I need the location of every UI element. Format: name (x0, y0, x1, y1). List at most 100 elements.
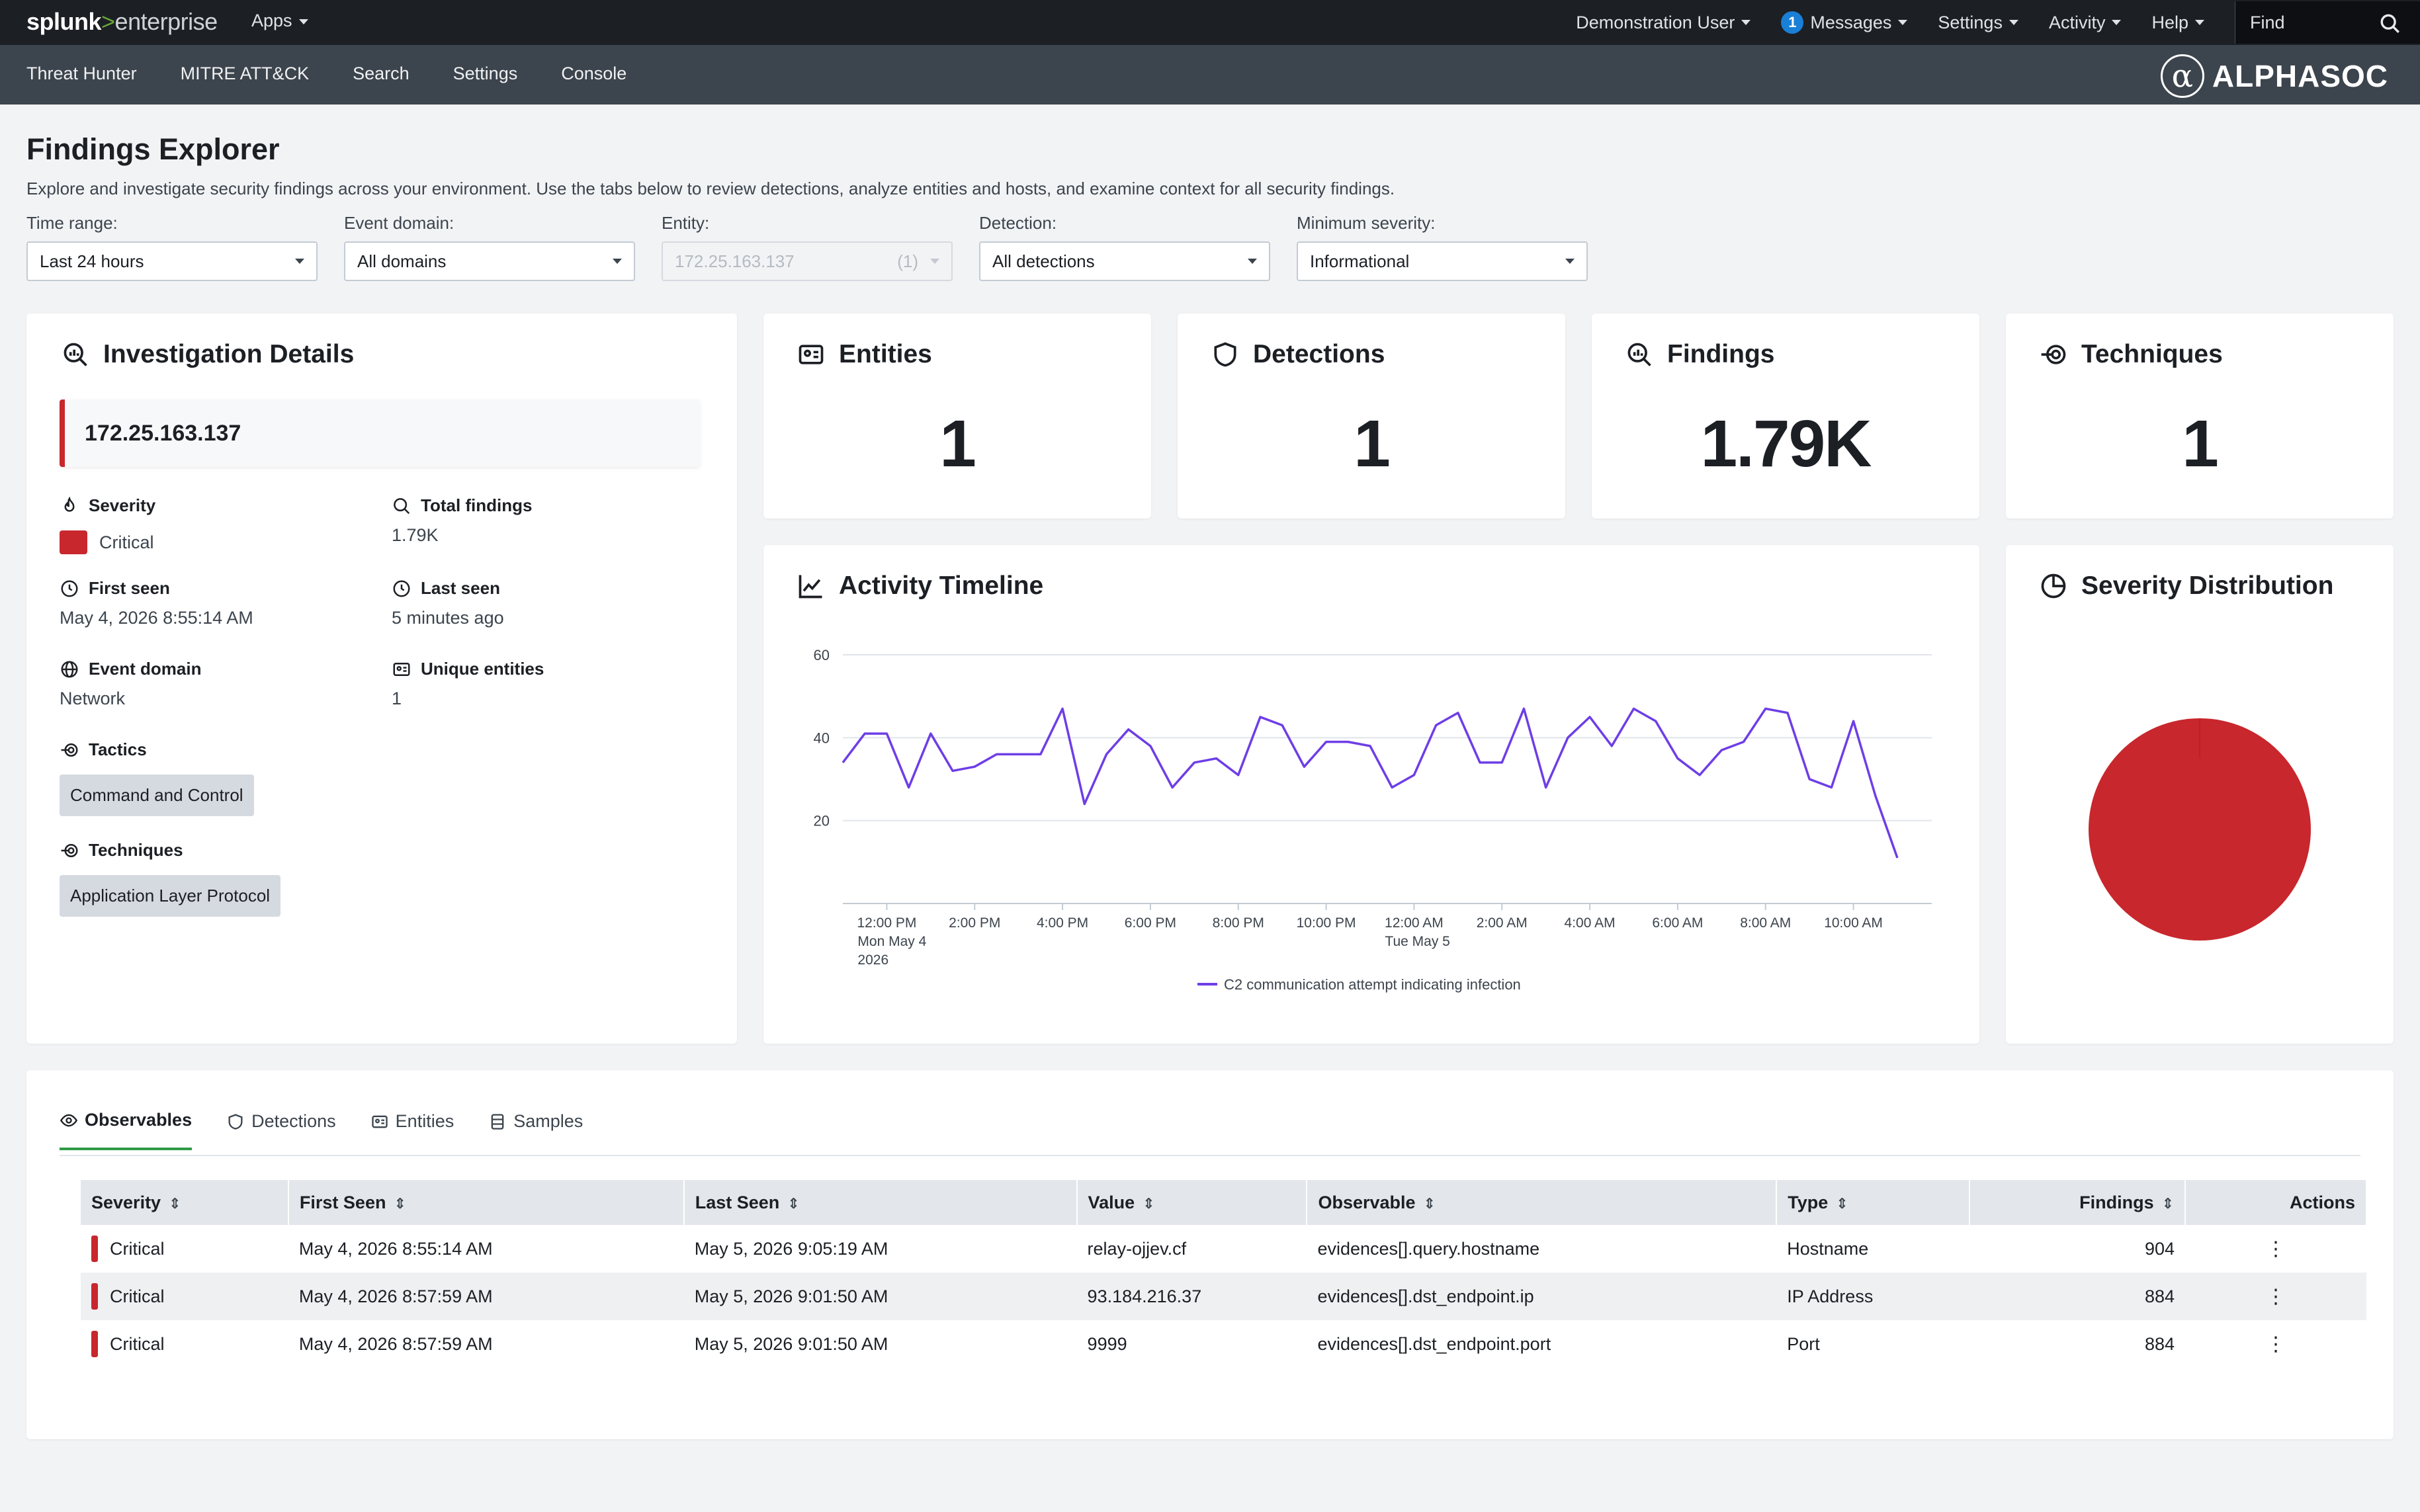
sort-icon[interactable]: ⇕ (169, 1195, 181, 1212)
tab-observables[interactable]: Observables (60, 1110, 193, 1150)
column-header-observable[interactable]: Observable ⇕ (1307, 1180, 1778, 1225)
table-row[interactable]: Critical May 4, 2026 8:55:14 AM May 5, 2… (81, 1225, 2366, 1273)
y-tick-label: 60 (814, 647, 830, 663)
y-tick-label: 40 (814, 730, 830, 746)
label-text: Techniques (89, 840, 183, 860)
find-input[interactable]: Find (2235, 1, 2420, 44)
sort-icon[interactable]: ⇕ (787, 1195, 800, 1212)
kebab-menu-icon[interactable]: ⋮ (2185, 1273, 2366, 1320)
kebab-menu-icon[interactable]: ⋮ (2266, 1333, 2286, 1355)
alphasoc-logo: α ALPHASOC (2160, 54, 2388, 98)
sort-icon[interactable]: ⇕ (2161, 1195, 2175, 1212)
kebab-menu-icon[interactable]: ⋮ (2266, 1238, 2286, 1260)
nav-threat-hunter[interactable]: Threat Hunter (26, 63, 137, 83)
techniques-label: Techniques (60, 840, 281, 861)
detection-dropdown[interactable]: All detections (979, 241, 1270, 281)
x-tick-label: 4:00 AM (1565, 915, 1616, 931)
filter-value: Last 24 hours (40, 251, 144, 271)
findings-icon (394, 497, 410, 514)
severity-indicator (91, 1283, 98, 1310)
tab-detections[interactable]: Detections (226, 1110, 336, 1150)
sort-icon[interactable]: ⇕ (394, 1195, 406, 1212)
alpha-symbol: α (2160, 54, 2204, 98)
filter-value: All domains (357, 251, 447, 271)
column-header-first-seen[interactable]: First Seen ⇕ (288, 1180, 685, 1225)
sort-icon[interactable]: ⇕ (1143, 1195, 1155, 1212)
find-placeholder: Find (2250, 12, 2285, 32)
nav-settings[interactable]: Settings (453, 63, 518, 83)
chevron-down-icon (613, 259, 622, 264)
event-domain-filter: Event domain: All domains (344, 213, 635, 281)
detections-value: 1 (1354, 407, 1391, 481)
sort-icon[interactable]: ⇕ (1423, 1195, 1436, 1212)
event-domain-dropdown[interactable]: All domains (344, 241, 635, 281)
x-tick-label: 8:00 AM (1740, 915, 1791, 931)
table-row[interactable]: Critical May 4, 2026 8:57:59 AM May 5, 2… (81, 1273, 2366, 1320)
findings-cell: 884 (1969, 1273, 2186, 1320)
tab-label: Observables (85, 1110, 193, 1130)
pie-slice-critical[interactable] (2089, 718, 2311, 941)
last-seen-detail: Last seen 5 minutes ago (392, 578, 504, 628)
chevron-down-icon (1741, 20, 1751, 25)
nav-console[interactable]: Console (561, 63, 627, 83)
messages-menu[interactable]: 1 Messages (1781, 11, 1908, 34)
time-range-dropdown[interactable]: Last 24 hours (26, 241, 318, 281)
table-row[interactable]: Critical May 4, 2026 8:57:59 AM May 5, 2… (81, 1320, 2366, 1368)
findings-title: Findings (1625, 340, 1774, 369)
x-tick-label: 6:00 PM (1125, 915, 1176, 931)
chevron-down-icon (1898, 20, 1908, 25)
label-text: Last seen (421, 578, 500, 598)
tactic-tag[interactable]: Command and Control (60, 775, 254, 816)
first-seen-cell: May 4, 2026 8:55:14 AM (298, 1238, 493, 1259)
observables-tabs: Observables Detections Entities Samples (60, 1110, 617, 1150)
label-text: First seen (89, 578, 170, 598)
activity-label: Activity (2048, 12, 2106, 32)
card-title-text: Detections (1253, 340, 1385, 368)
apps-menu[interactable]: Apps (251, 11, 308, 31)
x-tick-label: 2:00 AM (1477, 915, 1528, 931)
nav-search[interactable]: Search (353, 63, 410, 83)
severity-cell: Critical (110, 1286, 165, 1306)
column-header-findings[interactable]: Findings ⇕ (1969, 1180, 2186, 1225)
techniques-title: Techniques (2039, 340, 2223, 369)
x-tick-sublabel: Tue May 5 (1385, 934, 1449, 949)
last-seen-cell: May 5, 2026 9:01:50 AM (683, 1273, 1077, 1320)
y-tick-label: 20 (814, 813, 830, 829)
tab-entities[interactable]: Entities (370, 1110, 454, 1150)
sort-icon[interactable]: ⇕ (1836, 1195, 1848, 1212)
card-title-text: Entities (839, 340, 932, 368)
help-label: Help (2151, 12, 2188, 32)
activity-timeline-title: Activity Timeline (797, 571, 1043, 601)
header-label: Actions (2289, 1192, 2355, 1212)
x-tick-sublabel: 2026 (857, 952, 888, 968)
nav-mitre-attack[interactable]: MITRE ATT&CK (180, 63, 310, 83)
activity-menu[interactable]: Activity (2049, 13, 2122, 33)
page-title: Findings Explorer (26, 132, 280, 166)
help-menu[interactable]: Help (2151, 13, 2204, 33)
chevron-down-icon (1248, 259, 1257, 264)
header-label: First Seen (299, 1192, 386, 1212)
x-tick-label: 2:00 PM (949, 915, 1000, 931)
user-menu[interactable]: Demonstration User (1576, 13, 1751, 33)
tab-samples[interactable]: Samples (488, 1110, 583, 1150)
chevron-down-icon (2112, 20, 2122, 25)
header-label: Last Seen (695, 1192, 780, 1212)
total-findings-value: 1.79K (392, 525, 439, 545)
technique-tag[interactable]: Application Layer Protocol (60, 875, 281, 917)
filter-value: 172.25.163.137 (675, 251, 795, 271)
column-header-type[interactable]: Type ⇕ (1776, 1180, 1971, 1225)
search-icon[interactable] (2379, 13, 2401, 35)
chevron-down-icon (930, 259, 939, 264)
entities-value: 1 (939, 407, 976, 481)
column-header-severity[interactable]: Severity ⇕ (81, 1180, 289, 1225)
severity-indicator (91, 1236, 98, 1262)
splunk-logo[interactable]: splunk>enterprise (26, 8, 218, 36)
value-cell: relay-ojjev.cf (1087, 1238, 1187, 1259)
value-text: Critical (99, 532, 154, 552)
column-header-value[interactable]: Value ⇕ (1076, 1180, 1308, 1225)
column-header-last-seen[interactable]: Last Seen ⇕ (683, 1180, 1078, 1225)
techniques-value: 1 (2182, 407, 2219, 481)
header-label: Findings (2079, 1192, 2154, 1212)
minimum-severity-dropdown[interactable]: Informational (1297, 241, 1588, 281)
settings-menu[interactable]: Settings (1938, 13, 2018, 33)
